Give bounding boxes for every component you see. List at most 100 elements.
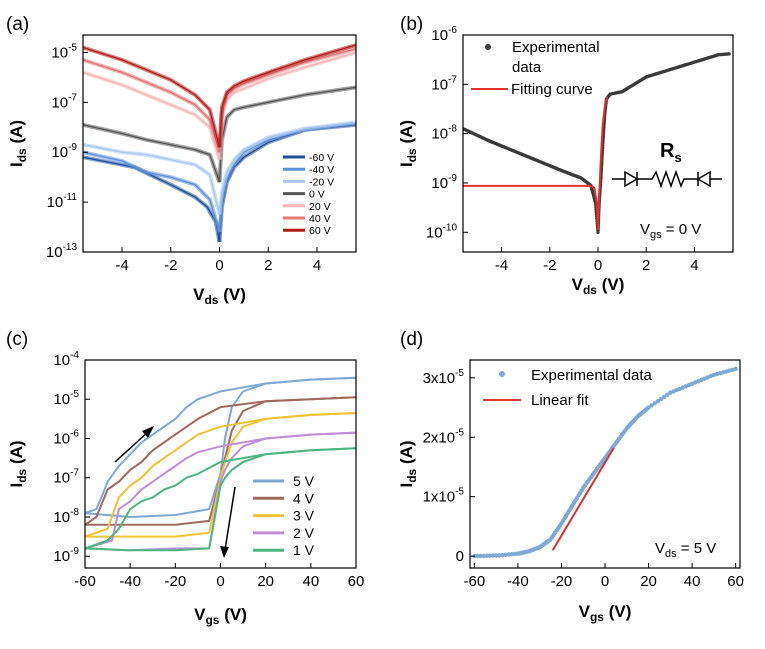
curve-positive-band <box>217 121 357 233</box>
y-tick-exponent: -7 <box>68 92 77 103</box>
y-tick-base: 10 <box>51 94 68 111</box>
legend-label: -20 V <box>309 176 334 188</box>
legend-label: Experimental data <box>531 367 653 384</box>
y-tick-base: 10 <box>53 509 70 526</box>
legend: -60 V-40 V-20 V0 V20 V40 V60 V <box>283 152 334 237</box>
x-label-main: V <box>194 605 206 624</box>
data-point <box>665 392 670 397</box>
y-tick-base: 1x10 <box>423 489 456 506</box>
y-label-main: I <box>7 162 26 167</box>
x-label-main: V <box>572 275 584 294</box>
curve-positive <box>218 121 357 215</box>
y-label-unit: (A) <box>397 440 416 468</box>
y-tick-exponent: -7 <box>448 74 457 85</box>
panel-d: Experimental data Linear fit Vds = 5 V -60 -… <box>397 329 744 624</box>
legend-label: 40 V <box>309 213 331 225</box>
curve-positive <box>218 122 357 233</box>
data-point <box>481 553 486 559</box>
legend-label: Fitting curve <box>511 81 593 98</box>
x-label-unit: (V) <box>604 602 631 621</box>
circuit-symbol: Rs <box>612 140 722 189</box>
panel-label: (a) <box>6 14 29 35</box>
y-tick-exponent: -9 <box>68 142 77 153</box>
resistor-label: Rs <box>660 140 682 165</box>
y-axis-label: Ids (A) <box>397 120 419 167</box>
legend-marker-dot <box>499 371 505 377</box>
curve-negative-band <box>82 150 222 233</box>
legend-label: 5 V <box>293 473 315 489</box>
y-tick-base: 10 <box>426 224 443 241</box>
x-tick-label: 2 <box>264 257 272 274</box>
x-tick-label: 4 <box>690 257 698 274</box>
data-point <box>487 553 493 558</box>
data-point <box>649 403 654 408</box>
series-2V <box>84 431 357 552</box>
sweep-forward <box>84 396 357 526</box>
y-tick-base: 10 <box>431 126 448 143</box>
sweep-arrow-up <box>114 431 149 463</box>
legend-label: Linear fit <box>531 392 589 409</box>
y-tick-base: 10 <box>47 194 64 211</box>
panel-label: (c) <box>6 329 28 350</box>
sweep-forward <box>84 447 357 550</box>
y-tick-exponent: -5 <box>455 427 464 438</box>
sweep-reverse <box>84 447 357 552</box>
y-axis-label: Ids (A) <box>397 440 419 487</box>
x-tick-label: 0 <box>601 573 609 590</box>
y-tick-exponent: -8 <box>70 507 79 518</box>
x-tick-label: 60 <box>727 573 744 590</box>
y-label-sub: ds <box>15 148 29 162</box>
x-tick-label: 40 <box>302 573 319 590</box>
data-point <box>658 396 664 402</box>
sweep-forward <box>84 412 357 538</box>
x-label-sub: ds <box>583 283 597 297</box>
x-label-sub: gs <box>590 610 604 624</box>
x-tick-label: 2 <box>642 257 650 274</box>
panel-label: (d) <box>400 329 423 350</box>
y-tick-label: 10-5 <box>53 389 79 408</box>
y-tick-base: 10 <box>53 548 70 565</box>
x-tick-label: -2 <box>543 257 556 274</box>
y-tick-label: 10-8 <box>431 124 457 143</box>
y-label-main: I <box>397 483 416 488</box>
x-axis-label: Vgs (V) <box>579 602 632 624</box>
x-axis-label: Vgs (V) <box>194 605 247 627</box>
x-tick-label: 4 <box>313 257 321 274</box>
y-tick-label: 10-8 <box>53 507 79 526</box>
legend-label-line2: data <box>512 59 542 76</box>
y-tick-base: 10 <box>53 391 70 408</box>
curve-positive <box>218 124 357 243</box>
resistor <box>637 169 698 189</box>
annotation-main: V <box>640 221 650 238</box>
legend-label: 20 V <box>309 201 331 213</box>
y-tick-base: 2x10 <box>423 429 456 446</box>
legend-label: 0 V <box>309 189 325 201</box>
y-tick-base: 10 <box>51 44 68 61</box>
x-label-sub: gs <box>205 613 219 627</box>
fitting-curve <box>463 96 609 230</box>
legend-label: 2 V <box>293 525 315 541</box>
y-tick-label: 10-10 <box>426 222 458 241</box>
x-tick-label: 0 <box>216 573 224 590</box>
x-tick-label: -4 <box>495 257 508 274</box>
y-tick-exponent: -9 <box>448 173 457 184</box>
x-tick-label: -60 <box>74 573 96 590</box>
data-point <box>646 405 651 410</box>
y-tick-base: 10 <box>51 144 68 161</box>
x-label-unit: (V) <box>218 285 245 304</box>
y-tick-base: 0 <box>456 548 464 565</box>
y-tick-exponent: -10 <box>443 222 458 233</box>
x-tick-label: -40 <box>507 573 529 590</box>
y-tick-base: 10 <box>53 430 70 447</box>
x-label-main: V <box>579 602 591 621</box>
data-point <box>733 366 738 372</box>
y-tick-base: 3x10 <box>423 370 456 387</box>
y-tick-base: 10 <box>53 352 70 369</box>
y-tick-label: 10-7 <box>53 468 79 487</box>
y-label-unit: (A) <box>397 120 416 148</box>
y-tick-label: 10-11 <box>47 192 78 211</box>
x-tick-label: -2 <box>164 257 177 274</box>
legend-label: 60 V <box>309 225 331 237</box>
y-tick-exponent: -9 <box>70 546 79 557</box>
x-label-unit: (V) <box>219 605 246 624</box>
